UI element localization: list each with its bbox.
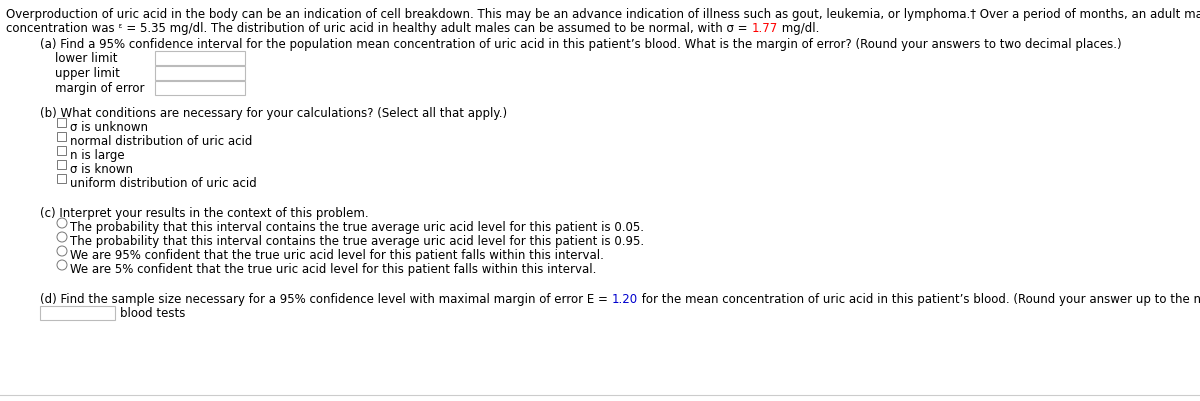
Circle shape xyxy=(58,260,67,270)
Text: (c) Interpret your results in the context of this problem.: (c) Interpret your results in the contex… xyxy=(40,207,368,219)
Circle shape xyxy=(58,219,67,229)
Text: blood tests: blood tests xyxy=(120,306,185,319)
Bar xyxy=(40,306,115,320)
Text: 1.20: 1.20 xyxy=(612,292,637,305)
Text: We are 5% confident that the true uric acid level for this patient falls within : We are 5% confident that the true uric a… xyxy=(70,262,596,275)
Text: (d) Find the sample size necessary for a 95% confidence level with maximal margi: (d) Find the sample size necessary for a… xyxy=(40,292,612,305)
Bar xyxy=(58,160,66,170)
Text: The probability that this interval contains the true average uric acid level for: The probability that this interval conta… xyxy=(70,221,644,233)
Text: n is large: n is large xyxy=(70,149,125,162)
Text: upper limit: upper limit xyxy=(55,67,120,80)
Text: σ is known: σ is known xyxy=(70,162,133,176)
Circle shape xyxy=(58,233,67,242)
Bar xyxy=(155,82,245,96)
Bar xyxy=(58,147,66,156)
Text: margin of error: margin of error xyxy=(55,82,144,95)
Circle shape xyxy=(58,246,67,256)
Text: normal distribution of uric acid: normal distribution of uric acid xyxy=(70,135,252,148)
Bar xyxy=(155,67,245,81)
Text: We are 95% confident that the true uric acid level for this patient falls within: We are 95% confident that the true uric … xyxy=(70,248,604,261)
Text: (a) Find a 95% confidence interval for the population mean concentration of uric: (a) Find a 95% confidence interval for t… xyxy=(40,38,1122,51)
Bar xyxy=(58,174,66,184)
Bar xyxy=(58,119,66,128)
Text: The probability that this interval contains the true average uric acid level for: The probability that this interval conta… xyxy=(70,235,644,247)
Text: Overproduction of uric acid in the body can be an indication of cell breakdown. : Overproduction of uric acid in the body … xyxy=(6,8,1200,21)
Text: mg/dl.: mg/dl. xyxy=(778,22,818,35)
Bar xyxy=(155,52,245,66)
Text: lower limit: lower limit xyxy=(55,52,118,65)
Text: 1.77: 1.77 xyxy=(751,22,778,35)
Bar xyxy=(58,133,66,142)
Text: concentration was ᵋ = 5.35 mg/dl. The distribution of uric acid in healthy adult: concentration was ᵋ = 5.35 mg/dl. The di… xyxy=(6,22,751,35)
Text: (b) What conditions are necessary for your calculations? (Select all that apply.: (b) What conditions are necessary for yo… xyxy=(40,107,508,120)
Text: uniform distribution of uric acid: uniform distribution of uric acid xyxy=(70,176,257,190)
Text: for the mean concentration of uric acid in this patient’s blood. (Round your ans: for the mean concentration of uric acid … xyxy=(637,292,1200,305)
Text: σ is unknown: σ is unknown xyxy=(70,121,148,134)
